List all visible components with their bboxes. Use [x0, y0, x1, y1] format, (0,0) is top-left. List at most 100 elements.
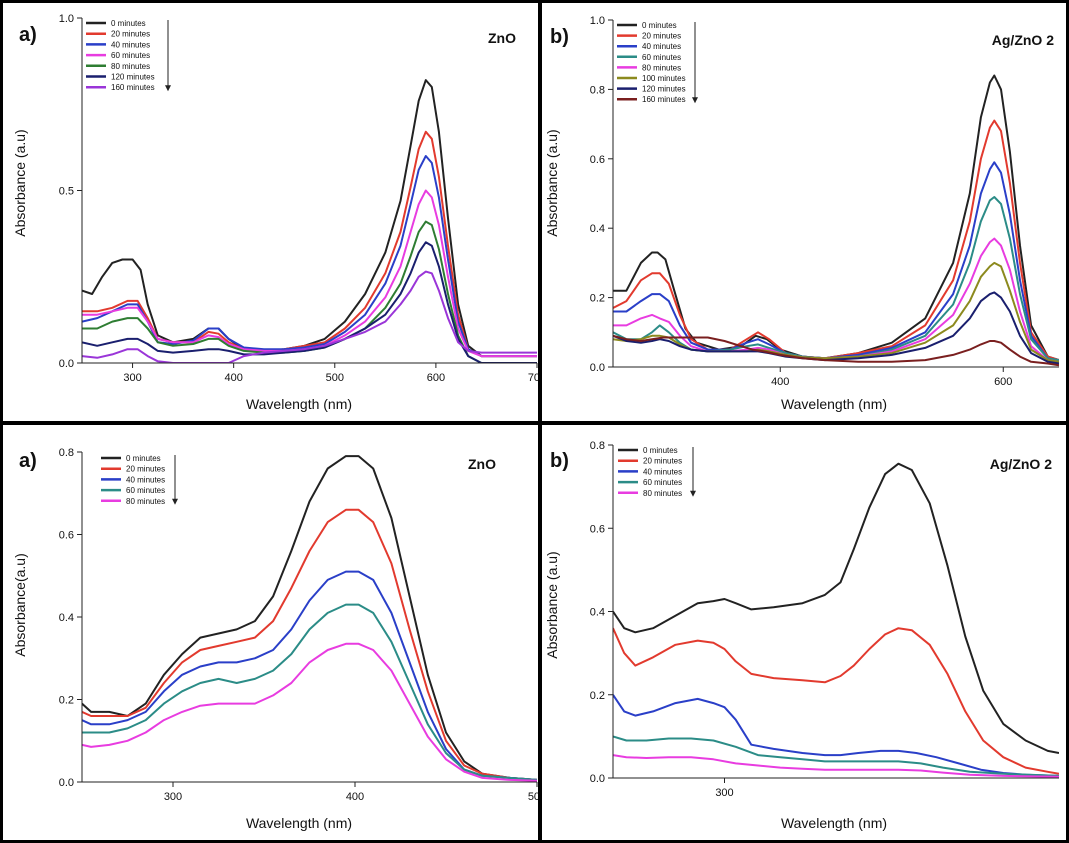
series-line	[82, 508, 537, 781]
x-axis-label: Wavelength (nm)	[781, 396, 887, 412]
sample-label: Ag/ZnO 2	[992, 32, 1054, 48]
y-tick-label: 0.6	[59, 530, 74, 542]
legend-entry: 120 minutes	[642, 85, 686, 94]
legend-entry: 20 minutes	[126, 465, 165, 474]
legend-entry: 160 minutes	[111, 83, 155, 92]
legend-entry: 60 minutes	[111, 51, 150, 60]
sample-label: ZnO	[488, 30, 516, 46]
legend-entry: 0 minutes	[643, 446, 678, 455]
series-line	[82, 642, 537, 782]
chart-bottom-right: 0.0 0.2 0.4 0.6 0.8 300 Wavelength (nm) Absorba…	[544, 440, 1059, 831]
panel-label: b)	[550, 450, 569, 472]
legend-entry: 60 minutes	[126, 486, 165, 495]
legend-entry: 0 minutes	[642, 21, 677, 30]
y-axis-label: Absorbance (a.u)	[12, 129, 28, 236]
series-line	[613, 74, 1059, 362]
legend-entry: 40 minutes	[111, 40, 150, 49]
legend-entry: 0 minutes	[126, 454, 161, 463]
series-line	[613, 754, 1059, 778]
series-line	[613, 334, 1059, 367]
sample-label: ZnO	[468, 456, 496, 472]
series-line	[82, 570, 537, 781]
y-tick-label: 0.4	[59, 612, 74, 624]
y-tick-label: 0.2	[590, 293, 605, 305]
y-tick-label: 0.0	[59, 777, 74, 789]
legend-entry: 20 minutes	[111, 30, 150, 39]
x-axis-label: Wavelength (nm)	[246, 815, 352, 831]
y-tick-label: 0.6	[590, 154, 605, 166]
chart-top-right: 0.0 0.2 0.4 0.6 0.8 1.0 400 600 Wavelength (nm) A…	[544, 15, 1059, 412]
series-group	[613, 74, 1059, 367]
legend-entry: 40 minutes	[642, 42, 681, 51]
legend-entry: 80 minutes	[643, 489, 682, 498]
x-tick-label: 500	[326, 372, 344, 384]
legend-entry: 40 minutes	[643, 467, 682, 476]
series-line	[82, 130, 537, 358]
series-line	[82, 603, 537, 781]
y-tick-label: 0.5	[59, 186, 74, 198]
y-tick-label: 0.2	[59, 695, 74, 707]
x-tick-label: 400	[771, 376, 789, 388]
series-line	[613, 694, 1059, 777]
legend-entry: 80 minutes	[126, 497, 165, 506]
y-tick-label: 1.0	[59, 13, 74, 25]
legend-entry: 100 minutes	[642, 74, 686, 83]
panel-label: a)	[19, 450, 37, 472]
x-axis-label: Wavelength (nm)	[246, 396, 352, 412]
x-tick-label: 400	[224, 372, 242, 384]
legend-entry: 80 minutes	[111, 62, 150, 71]
y-tick-label: 0.2	[590, 690, 605, 702]
chart-bottom-left: 0.0 0.2 0.4 0.6 0.8 300 400 500 Wavelength (nm) A…	[12, 447, 538, 831]
x-tick-label: 600	[994, 376, 1012, 388]
series-line	[613, 161, 1059, 362]
x-tick-label: 300	[715, 787, 733, 799]
y-tick-label: 0.0	[59, 358, 74, 370]
sample-label: Ag/ZnO 2	[990, 456, 1052, 472]
legend-entry: 20 minutes	[643, 457, 682, 466]
x-tick-label: 400	[346, 791, 364, 803]
y-tick-label: 0.6	[590, 523, 605, 535]
legend-entry: 80 minutes	[642, 63, 681, 72]
y-tick-label: 1.0	[590, 15, 605, 27]
legend-entry: 120 minutes	[111, 73, 155, 82]
x-tick-label: 500	[528, 791, 538, 803]
series-line	[613, 462, 1059, 754]
x-tick-label: 300	[123, 372, 141, 384]
y-tick-label: 0.8	[590, 440, 605, 452]
y-axis-label: Absorbance (a.u)	[544, 129, 560, 236]
series-line	[82, 79, 537, 358]
y-tick-label: 0.0	[590, 362, 605, 374]
x-tick-label: 600	[427, 372, 445, 384]
series-line	[82, 220, 537, 363]
y-tick-label: 0.8	[590, 84, 605, 96]
series-line	[613, 735, 1059, 777]
panel-label: a)	[19, 24, 37, 46]
series-line	[82, 455, 537, 781]
chart-top-left: 0.0 0.5 1.0 300 400 500 600 700 Wavelength (nm) A…	[12, 13, 538, 412]
series-group	[82, 455, 537, 782]
y-tick-label: 0.4	[590, 607, 605, 619]
panel-label: b)	[550, 26, 569, 48]
y-axis-label: Absorbance (a.u)	[544, 551, 560, 658]
series-line	[82, 270, 537, 363]
x-tick-label: 300	[164, 791, 182, 803]
series-group	[82, 79, 537, 363]
y-tick-label: 0.8	[59, 447, 74, 459]
series-line	[613, 291, 1059, 365]
series-group	[613, 462, 1059, 778]
y-tick-label: 0.4	[590, 223, 605, 235]
x-tick-label: 700	[528, 372, 538, 384]
panel-bottom-left: 0.0 0.2 0.4 0.6 0.8 300 400 500 Wavelength (nm) A…	[3, 425, 538, 840]
legend-entry: 20 minutes	[642, 32, 681, 41]
legend-entry: 0 minutes	[111, 19, 146, 28]
y-axis-label: Absorbance(a.u)	[12, 553, 28, 657]
panel-top-left: 0.0 0.5 1.0 300 400 500 600 700 Wavelength (nm) A…	[3, 3, 538, 421]
legend-arrow-head	[172, 498, 178, 505]
legend-entry: 40 minutes	[126, 475, 165, 484]
series-line	[613, 627, 1059, 775]
y-tick-label: 0.0	[590, 773, 605, 785]
panel-top-right: 0.0 0.2 0.4 0.6 0.8 1.0 400 600 Wavelength (nm) A…	[542, 3, 1066, 421]
legend-entry: 60 minutes	[642, 53, 681, 62]
panel-bottom-right: 0.0 0.2 0.4 0.6 0.8 300 Wavelength (nm) Absorba…	[542, 425, 1066, 840]
legend-arrow-head	[692, 97, 698, 104]
